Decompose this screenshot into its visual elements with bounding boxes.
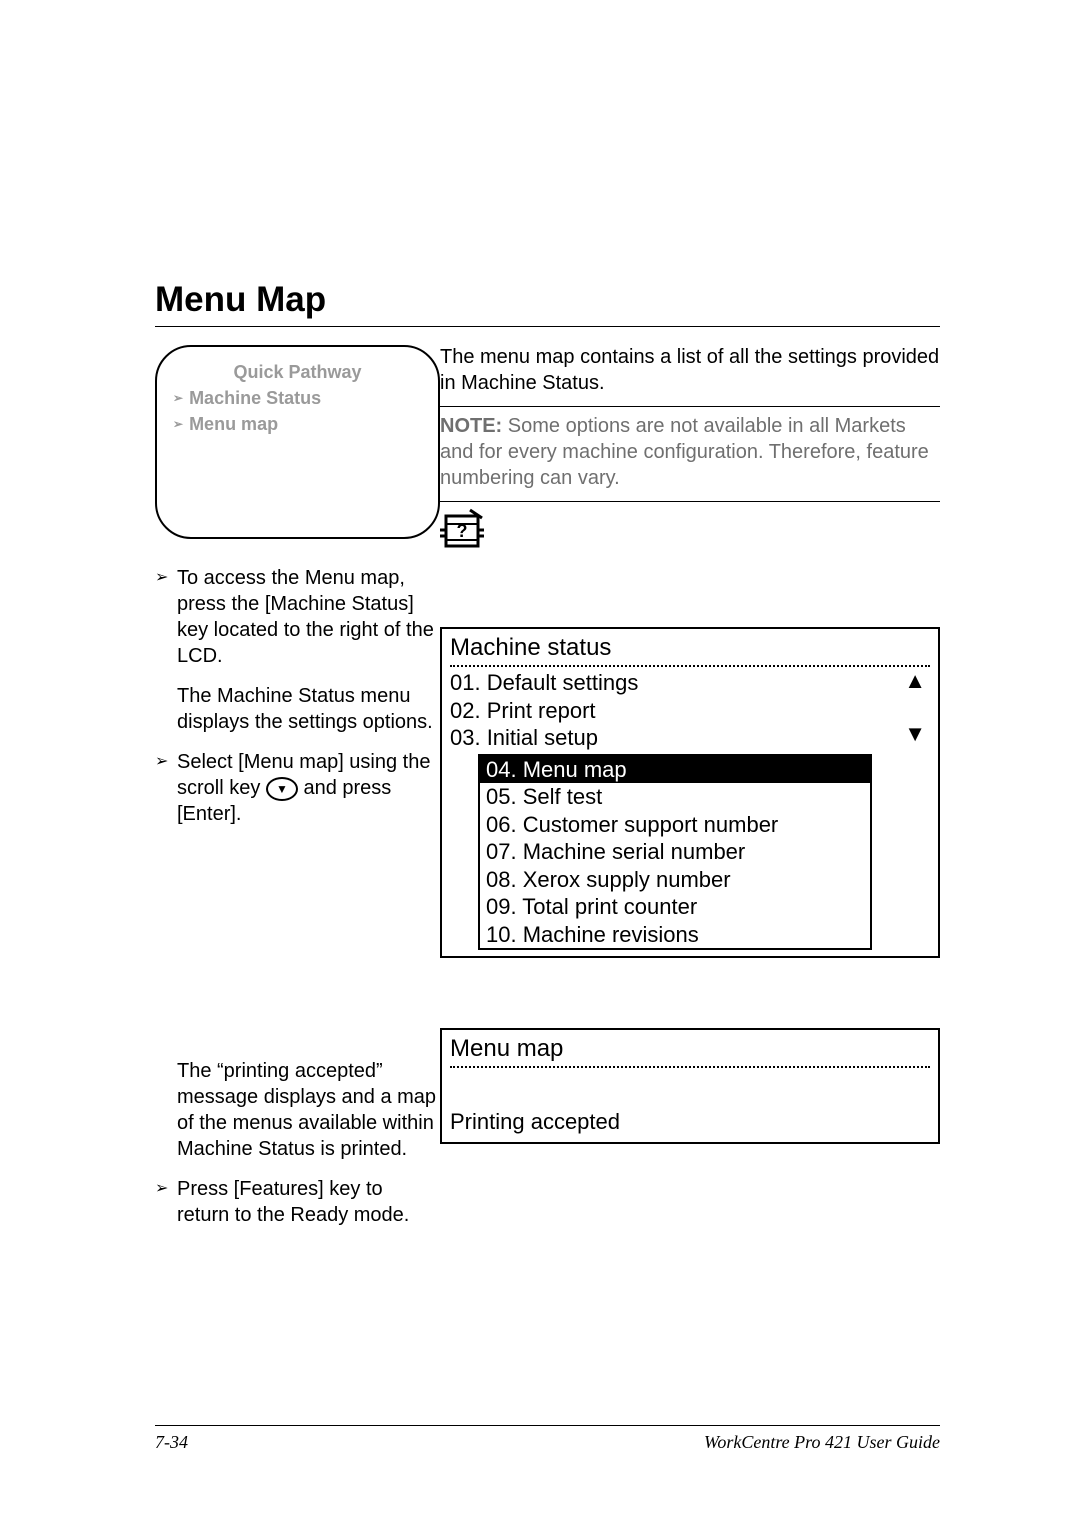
quick-pathway-label: Menu map — [189, 411, 278, 437]
chevron-right-icon: ➢ — [155, 565, 177, 669]
instruction-item: ➢ Select [Menu map] using the scroll key… — [155, 749, 440, 827]
footer-doc-title: WorkCentre Pro 421 User Guide — [704, 1432, 940, 1453]
page-title: Menu Map — [155, 280, 940, 320]
footer-rule — [155, 1425, 940, 1426]
instruction-item: ➢ To access the Menu map, press the [Mac… — [155, 565, 440, 669]
instruction-text: Select [Menu map] using the scroll key ▼… — [177, 749, 440, 827]
dotted-rule — [450, 1066, 930, 1068]
menu-row: 02. Print report — [450, 697, 930, 725]
lcd-message: Printing accepted — [450, 1108, 930, 1136]
menu-row: 05. Self test — [480, 783, 870, 811]
menu-row: 06. Customer support number — [480, 811, 870, 839]
note-label: NOTE: — [440, 415, 502, 437]
quick-pathway-heading: Quick Pathway — [173, 359, 422, 385]
submenu-box: 04. Menu map 05. Self test 06. Customer … — [478, 754, 872, 951]
menu-row: 07. Machine serial number — [480, 838, 870, 866]
footer-page-number: 7-34 — [155, 1432, 188, 1453]
instruction-text: The “printing accepted” message displays… — [177, 1058, 440, 1162]
menu-row-selected: 04. Menu map — [480, 756, 870, 784]
quick-pathway-label: Machine Status — [189, 385, 321, 411]
lcd-title: Menu map — [450, 1034, 930, 1064]
machine-status-lcd: Machine status 01. Default settings 02. … — [440, 627, 940, 958]
spacer — [155, 1058, 177, 1162]
chevron-right-icon: ➢ — [155, 749, 177, 827]
triangle-up-icon: ▲ — [904, 667, 926, 695]
printing-lcd: Menu map Printing accepted — [440, 1028, 940, 1144]
instruction-item: The Machine Status menu displays the set… — [155, 683, 440, 735]
menu-row: 10. Machine revisions — [480, 921, 870, 949]
quick-pathway-item: ➢ Machine Status — [173, 385, 422, 411]
quick-pathway-item: ➢ Menu map — [173, 411, 422, 437]
instruction-text: To access the Menu map, press the [Machi… — [177, 565, 440, 669]
chevron-right-icon: ➢ — [155, 1176, 177, 1228]
instruction-text: Press [Features] key to return to the Re… — [177, 1176, 440, 1228]
note-body: Some options are not available in all Ma… — [440, 415, 929, 489]
menu-row: 08. Xerox supply number — [480, 866, 870, 894]
chevron-right-icon: ➢ — [173, 416, 183, 433]
instruction-item: The “printing accepted” message displays… — [155, 1058, 440, 1162]
chevron-right-icon: ➢ — [173, 390, 183, 407]
lcd-title: Machine status — [450, 633, 930, 663]
menu-row: 03. Initial setup — [450, 724, 930, 752]
intro-paragraph: The menu map contains a list of all the … — [440, 345, 940, 396]
svg-text:?: ? — [457, 521, 468, 541]
note-text: NOTE: Some options are not available in … — [440, 413, 940, 491]
instruction-text: The Machine Status menu displays the set… — [177, 683, 440, 735]
dotted-rule — [450, 665, 930, 667]
spacer — [155, 683, 177, 735]
quick-pathway-box: Quick Pathway ➢ Machine Status ➢ Menu ma… — [155, 345, 440, 539]
machine-status-icon: ? — [440, 508, 486, 552]
menu-row: 09. Total print counter — [480, 893, 870, 921]
note-rule-bottom — [440, 501, 940, 502]
instruction-item: ➢ Press [Features] key to return to the … — [155, 1176, 440, 1228]
menu-row: 01. Default settings — [450, 669, 930, 697]
title-rule — [155, 326, 940, 327]
note-rule-top — [440, 406, 940, 407]
triangle-down-icon: ▼ — [904, 720, 926, 748]
scroll-down-key-icon: ▼ — [266, 777, 298, 801]
